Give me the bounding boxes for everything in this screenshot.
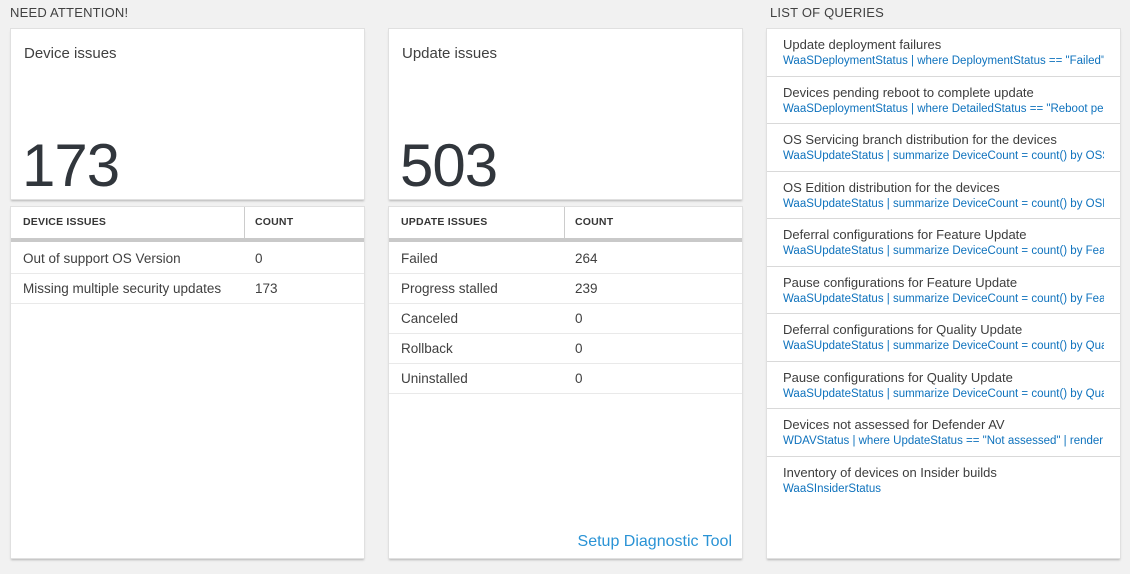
device-issues-table-card: DEVICE ISSUES COUNT Out of support OS Ve… [10, 206, 365, 559]
table-header-separator [11, 238, 364, 242]
table-row[interactable]: Out of support OS Version 0 [11, 244, 364, 274]
query-title: Update deployment failures [783, 37, 942, 52]
issue-count: 0 [255, 251, 263, 266]
issue-count: 0 [575, 341, 583, 356]
issue-count: 239 [575, 281, 598, 296]
query-code: WaaSInsiderStatus [783, 482, 882, 495]
query-item[interactable]: Deferral configurations for Feature Upda… [767, 219, 1120, 267]
count-column-header: COUNT [255, 216, 294, 228]
query-title: OS Servicing branch distribution for the… [783, 132, 1057, 147]
query-code: WaaSUpdateStatus | summarize DeviceCount… [783, 292, 1104, 305]
query-code: WaaSUpdateStatus | summarize DeviceCount… [783, 340, 1104, 352]
query-item[interactable]: Pause configurations for Feature Update … [767, 267, 1120, 314]
query-code: WaaSDeploymentStatus | where DetailedSta… [783, 102, 1104, 115]
update-issues-card-title: Update issues [402, 45, 498, 62]
table-header-separator [389, 238, 742, 242]
device-issues-summary-card[interactable]: Device issues 173 [10, 28, 365, 200]
section-title-list-of-queries: LIST OF QUERIES [770, 5, 885, 20]
table-row[interactable]: Rollback 0 [389, 334, 742, 364]
count-column-header: COUNT [575, 216, 614, 228]
issue-label: Failed [401, 251, 438, 266]
query-item[interactable]: Deferral configurations for Quality Upda… [767, 314, 1120, 362]
update-issues-table-header: UPDATE ISSUES COUNT [389, 207, 742, 238]
query-item[interactable]: Pause configurations for Quality Update … [767, 362, 1120, 409]
issue-label: Out of support OS Version [23, 251, 181, 266]
query-title: Inventory of devices on Insider builds [783, 464, 997, 480]
table-row[interactable]: Uninstalled 0 [389, 364, 742, 394]
device-issues-card-title: Device issues [24, 45, 117, 62]
query-code: WaaSUpdateStatus | summarize DeviceCount… [783, 197, 1104, 210]
update-issues-count-number: 503 [400, 132, 498, 199]
section-title-need-attention: NEED ATTENTION! [10, 5, 129, 20]
query-list-card: Update deployment failures WaaSDeploymen… [766, 28, 1121, 559]
issue-label: Canceled [401, 311, 459, 326]
issue-label: Rollback [401, 341, 453, 356]
query-item[interactable]: Update deployment failures WaaSDeploymen… [767, 29, 1120, 77]
query-title: Pause configurations for Feature Update [783, 274, 1018, 290]
issue-count: 0 [575, 311, 583, 326]
issue-label: Missing multiple security updates [23, 281, 222, 296]
query-title: Devices pending reboot to complete updat… [783, 84, 1034, 100]
query-item[interactable]: OS Edition distribution for the devices … [767, 172, 1120, 219]
query-title: Pause configurations for Quality Update [783, 369, 1013, 385]
query-item[interactable]: Devices pending reboot to complete updat… [767, 77, 1120, 124]
query-item[interactable]: Inventory of devices on Insider builds W… [767, 457, 1120, 505]
issue-count: 173 [255, 281, 278, 296]
query-code: WaaSUpdateStatus | summarize DeviceCount… [783, 387, 1104, 400]
query-item[interactable]: Devices not assessed for Defender AV WDA… [767, 409, 1120, 457]
issue-count: 0 [575, 371, 583, 386]
setup-diagnostic-tool-link[interactable]: Setup Diagnostic Tool [577, 533, 732, 550]
query-code: WDAVStatus | where UpdateStatus == "Not … [783, 435, 1104, 447]
device-issues-count-number: 173 [22, 132, 120, 199]
query-code: WaaSUpdateStatus | summarize DeviceCount… [783, 150, 1104, 162]
query-title: Devices not assessed for Defender AV [783, 417, 1005, 432]
device-issues-column-header: DEVICE ISSUES [11, 207, 245, 238]
issue-label: Progress stalled [401, 281, 498, 296]
table-row[interactable]: Missing multiple security updates 173 [11, 274, 364, 304]
table-row[interactable]: Failed 264 [389, 244, 742, 274]
update-issues-table-card: UPDATE ISSUES COUNT Failed 264 Progress … [388, 206, 743, 559]
issue-label: Uninstalled [401, 371, 468, 386]
query-item[interactable]: OS Servicing branch distribution for the… [767, 124, 1120, 172]
query-title: Deferral configurations for Feature Upda… [783, 227, 1027, 242]
update-issues-summary-card[interactable]: Update issues 503 [388, 28, 743, 200]
table-row[interactable]: Progress stalled 239 [389, 274, 742, 304]
table-row[interactable]: Canceled 0 [389, 304, 742, 334]
query-code: WaaSDeploymentStatus | where DeploymentS… [783, 55, 1104, 67]
device-issues-table-header: DEVICE ISSUES COUNT [11, 207, 364, 238]
update-issues-column-header: UPDATE ISSUES [389, 207, 565, 238]
issue-count: 264 [575, 251, 598, 266]
query-code: WaaSUpdateStatus | summarize DeviceCount… [783, 245, 1104, 257]
query-title: OS Edition distribution for the devices [783, 179, 1000, 195]
query-title: Deferral configurations for Quality Upda… [783, 322, 1023, 337]
